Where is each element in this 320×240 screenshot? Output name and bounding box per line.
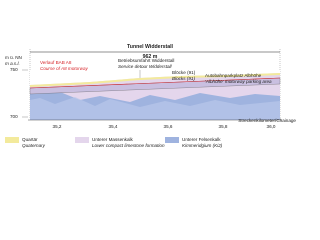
tunnel-length: 962 m [143,54,158,60]
cross-section: m ü. NN m a.s.l. Tunnel Widderstall 962 … [5,44,297,148]
x-axis-title: Streckenkilometer/Chainage [238,118,296,123]
road-line [29,77,281,89]
annotation-en: Blocks (91) [172,76,195,81]
y-tick-label: 700 [10,114,18,119]
annotation: Verlauf BAB A8 [40,60,72,65]
legend-label: Unterer Felsenkalk [182,137,221,142]
air [30,70,280,85]
legend-label: Quartär [22,137,38,142]
legend-swatch [75,137,89,143]
annotation: Blöcke (91) [172,70,196,75]
annotation: Autobahnparkplatz Albhöhe [205,73,262,78]
annotation-en: Course of A8 motorway [40,66,89,71]
legend-label-en: Kimmeridgium (Ki2) [182,143,223,148]
legend-swatch [165,137,179,143]
y-unit-en: m a.s.l. [5,61,20,66]
annotation-en: 'Albhöhe' motorway parking area [205,79,272,84]
x-tick-label: 36,0 [267,124,276,129]
y-tick-label: 750 [10,67,18,72]
y-unit: m ü. NN [5,55,22,60]
annotation: Betriebsumfahrt Widderstall [118,58,174,63]
x-tick-label: 35,2 [53,124,62,129]
quartaer [30,73,280,87]
legend-label-en: Quaternary [22,143,46,148]
x-tick-label: 35,6 [164,124,173,129]
legend-swatch [5,137,19,143]
legend-label: Unterer Massenkalk [92,137,134,142]
tunnel-name: Tunnel Widderstall [127,44,174,50]
x-tick-label: 35,4 [109,124,118,129]
annotation-en: Service detour Widderstall [118,64,173,69]
felsenkalk-shade [30,97,280,120]
legend-label-en: Lower compact limestone formation [92,143,165,148]
x-tick-label: 35,8 [219,124,228,129]
